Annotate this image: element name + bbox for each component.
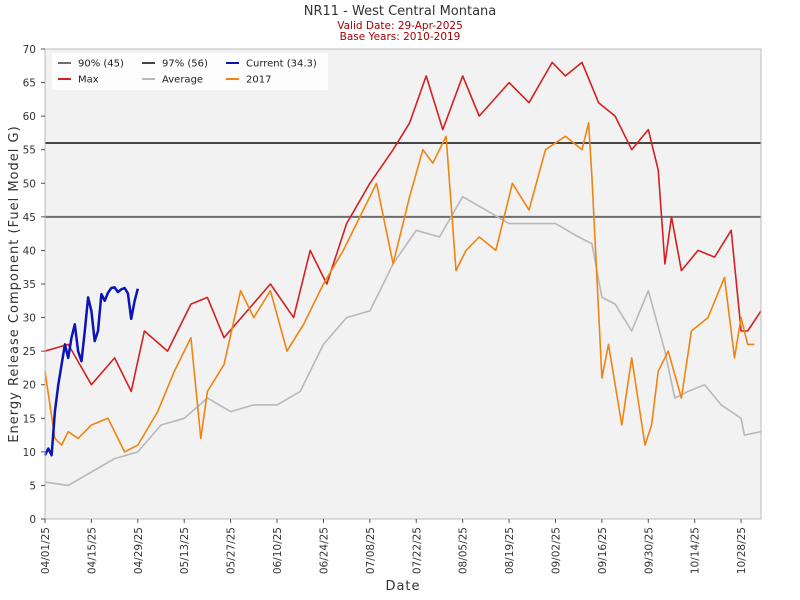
x-tick-label: 08/19/25 bbox=[504, 527, 516, 574]
base-years-label: Base Years: 2010-2019 bbox=[340, 31, 461, 43]
series-lines bbox=[43, 61, 762, 487]
x-tick-label: 06/10/25 bbox=[272, 527, 284, 574]
y-tick-label: 50 bbox=[23, 178, 36, 190]
x-tick-label: 09/02/25 bbox=[550, 527, 562, 574]
y-tick-label: 70 bbox=[23, 44, 36, 56]
x-tick-label: 09/30/25 bbox=[643, 527, 655, 574]
x-tick-label: 10/28/25 bbox=[736, 527, 748, 574]
valid-date-label: Valid Date: 29-Apr-2025 bbox=[337, 20, 463, 32]
reference-lines bbox=[45, 142, 761, 218]
grid-band bbox=[45, 451, 761, 519]
y-tick-label: 30 bbox=[23, 313, 36, 325]
x-axis: 04/01/25 04/15/25 04/29/25 05/13/25 05/27/25… bbox=[40, 519, 748, 574]
y-tick-label: 55 bbox=[23, 145, 36, 157]
series-line bbox=[43, 286, 140, 457]
x-tick-label: 05/27/25 bbox=[226, 527, 238, 574]
x-tick-label: 07/22/25 bbox=[411, 527, 423, 574]
y-tick-label: 45 bbox=[23, 212, 36, 224]
y-tick-label: 65 bbox=[23, 78, 36, 90]
x-tick-label: 08/05/25 bbox=[458, 527, 470, 574]
grid-band bbox=[45, 116, 761, 184]
x-tick-label: 09/16/25 bbox=[597, 527, 609, 574]
legend-label: Max bbox=[78, 75, 99, 86]
chart-title: NR11 - West Central Montana bbox=[304, 4, 497, 19]
y-tick-label: 60 bbox=[23, 111, 36, 123]
series-line bbox=[44, 122, 755, 453]
x-tick-label: 10/14/25 bbox=[690, 527, 702, 574]
legend: 90% (45) 97% (56) Current (34.3) Max Average… bbox=[52, 53, 328, 90]
legend-label: 97% (56) bbox=[162, 59, 208, 70]
x-tick-label: 04/01/25 bbox=[40, 527, 52, 574]
y-tick-label: 20 bbox=[23, 380, 36, 392]
plot-bands bbox=[45, 49, 761, 519]
grid-band bbox=[45, 384, 761, 452]
y-tick-label: 15 bbox=[23, 413, 36, 425]
legend-label: 2017 bbox=[246, 75, 271, 86]
legend-label: 90% (45) bbox=[78, 59, 124, 70]
x-tick-label: 06/24/25 bbox=[318, 527, 330, 574]
x-tick-label: 04/15/25 bbox=[86, 527, 98, 574]
grid-band bbox=[45, 317, 761, 385]
legend-box bbox=[52, 53, 328, 90]
y-tick-label: 35 bbox=[23, 279, 36, 291]
y-tick-label: 40 bbox=[23, 245, 36, 257]
y-tick-label: 10 bbox=[23, 447, 36, 459]
y-tick-label: 5 bbox=[29, 480, 36, 492]
x-axis-label: Date bbox=[385, 579, 420, 594]
y-axis: 0 5 10 15 20 25 30 35 40 45 50 55 60 65 70 bbox=[23, 44, 45, 526]
x-tick-label: 07/08/25 bbox=[365, 527, 377, 574]
legend-label: Average bbox=[162, 75, 203, 86]
x-tick-label: 04/29/25 bbox=[133, 527, 145, 574]
series-line bbox=[44, 61, 762, 393]
legend-label: Current (34.3) bbox=[246, 59, 317, 70]
y-tick-label: 0 bbox=[29, 514, 36, 526]
y-axis-label: Energy Release Component (Fuel Model G) bbox=[7, 125, 22, 442]
x-tick-label: 05/13/25 bbox=[179, 527, 191, 574]
y-tick-label: 25 bbox=[23, 346, 36, 358]
series-line bbox=[44, 195, 762, 487]
